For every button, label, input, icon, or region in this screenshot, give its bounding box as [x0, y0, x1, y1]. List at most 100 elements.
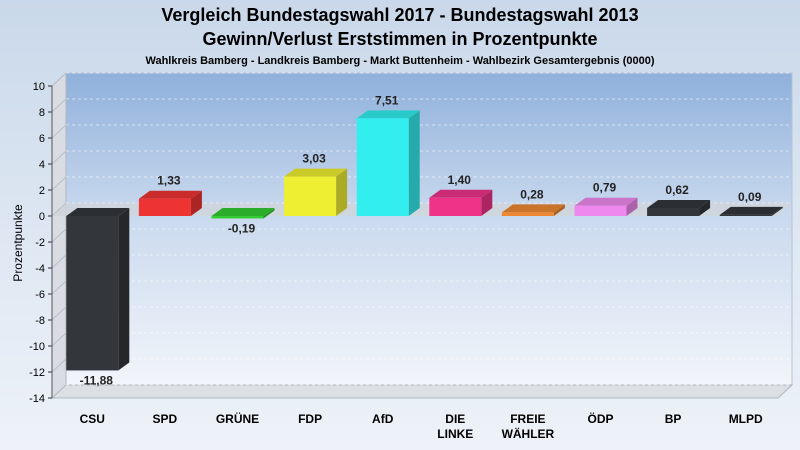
bar-side	[699, 199, 711, 216]
bar-top	[66, 208, 130, 216]
y-tick-label: 4	[39, 159, 45, 171]
grid-line-side	[51, 176, 67, 191]
x-category-label-line: MLPD	[729, 412, 763, 426]
x-category-label-line: FDP	[298, 412, 322, 426]
bar-top	[284, 168, 348, 177]
bar-front	[138, 198, 191, 216]
x-category-label-line: AfD	[372, 412, 394, 426]
x-category-label-line: GRÜNE	[216, 411, 259, 426]
grid-line-side	[51, 384, 67, 399]
bar-front	[647, 207, 700, 216]
y-tick-label: 10	[33, 81, 45, 93]
bar	[66, 208, 130, 371]
bar-side	[408, 110, 420, 216]
y-axis: 10 8 6 4 2 0 -2 -4 -6 -8 -10 -12 -14	[29, 81, 53, 405]
bar	[211, 208, 275, 219]
bar-top	[574, 197, 638, 206]
x-category-label: CSU	[80, 412, 105, 426]
x-category-label-line: CSU	[80, 412, 105, 426]
bar	[501, 204, 565, 216]
x-category-label: BP	[665, 412, 682, 426]
x-category-label: GRÜNE	[216, 411, 259, 426]
bar-top	[501, 204, 565, 213]
y-tick-label: 2	[39, 185, 45, 197]
x-category-label-line: WÄHLER	[502, 426, 555, 441]
bar-value-label: 3,03	[302, 152, 326, 166]
plot-frame	[50, 71, 794, 400]
bar-value-label: 0,28	[520, 187, 544, 201]
x-category-label-line: ÖDP	[587, 411, 613, 426]
x-category-label: SPD	[153, 412, 178, 426]
bar	[719, 206, 783, 216]
bar	[429, 189, 493, 216]
bars: -11,88 1,33 -0,19 3,03 7,51 1,40 0,28 0,79 0,62 0…	[66, 93, 783, 387]
bar-side	[481, 189, 493, 216]
y-tick-label: -2	[35, 237, 45, 249]
bar-value-label: -11,88	[80, 373, 114, 387]
grid-line-side	[51, 72, 67, 87]
x-category-label-line: DIE	[445, 412, 465, 426]
chart-subtitle-line: Gewinn/Verlust Erststimmen in Prozentpun…	[202, 29, 598, 49]
x-category-label-line: SPD	[153, 412, 178, 426]
floor	[50, 384, 794, 399]
x-category-label: AfD	[372, 412, 394, 426]
chart-subtitle: Wahlkreis Bamberg - Landkreis Bamberg - …	[145, 55, 655, 67]
grid-line-side	[51, 358, 67, 373]
bar-top	[356, 110, 420, 119]
bar-side	[771, 206, 783, 216]
y-axis-label: Prozentpunkte	[11, 204, 25, 282]
bar-front	[429, 197, 482, 216]
bar-front	[66, 216, 119, 371]
bar-value-label: 0,09	[738, 190, 762, 204]
bar-front	[574, 205, 627, 216]
y-tick-label: -6	[35, 289, 45, 301]
bar-front	[284, 176, 337, 216]
x-category-label: MLPD	[729, 412, 763, 426]
grid-line-side	[51, 98, 67, 113]
bar-top	[719, 206, 783, 215]
y-tick-label: 0	[39, 211, 45, 223]
y-tick-label: -8	[35, 315, 45, 327]
bar-top	[647, 199, 711, 208]
bar-value-label: 1,40	[448, 173, 472, 187]
y-tick-label: -12	[29, 367, 45, 379]
x-category-label-line: LINKE	[437, 427, 473, 441]
bar-top	[429, 189, 493, 198]
grid-line-side	[51, 332, 67, 347]
bar-top	[211, 208, 275, 216]
grid-line-side	[51, 150, 67, 165]
bar-side	[336, 168, 348, 216]
bar-top	[138, 190, 202, 199]
grid-line-side	[51, 228, 67, 243]
bar-front	[719, 214, 772, 216]
y-tick-label: -4	[35, 263, 45, 275]
grid-line-side	[51, 306, 67, 321]
bar-value-label: 0,79	[593, 181, 617, 195]
bar	[138, 190, 202, 216]
bar-value-label: -0,19	[228, 221, 256, 235]
bar-value-label: 0,62	[665, 183, 689, 197]
x-axis: CSU SPD GRÜNE FDP AfD DIE LINKE FREIE WÄHLER ÖDP B…	[80, 411, 763, 441]
grid-line-side	[51, 202, 67, 217]
x-category-label: ÖDP	[587, 411, 613, 426]
y-tick-label: 6	[39, 133, 45, 145]
bar	[574, 197, 638, 216]
grid-lines	[51, 72, 792, 399]
x-category-label: FDP	[298, 412, 322, 426]
bar-front	[211, 216, 264, 219]
chart-title: Vergleich Bundestagswahl 2017 - Bundesta…	[161, 5, 639, 25]
x-category-label: DIE LINKE	[437, 412, 473, 441]
y-tick-label: -14	[29, 393, 45, 405]
bar-value-label: 7,51	[375, 93, 399, 107]
y-tick-label: 8	[39, 107, 45, 119]
x-category-label-line: BP	[665, 412, 682, 426]
bar-value-label: 1,33	[157, 174, 181, 188]
x-category-label-line: FREIE	[510, 412, 545, 426]
bar-side	[626, 197, 638, 216]
bar	[356, 110, 420, 216]
bar-side	[263, 208, 275, 219]
y-tick-label: -10	[29, 341, 45, 353]
bar-side	[118, 208, 130, 371]
bar-front	[501, 212, 554, 216]
